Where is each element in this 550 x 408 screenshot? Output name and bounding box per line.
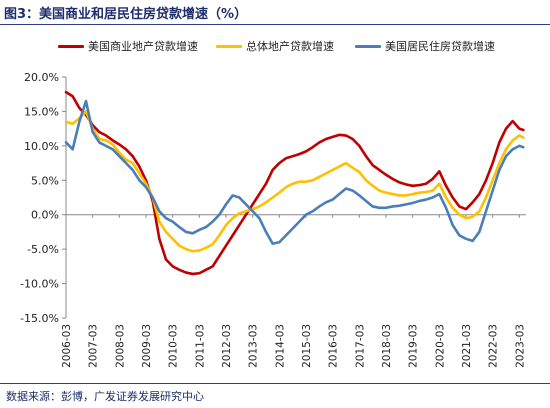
x-tick-label: 2007-03 [88, 324, 100, 368]
legend-swatch-residential [355, 44, 381, 48]
series-line-total [64, 110, 525, 253]
legend-item-commercial: 美国商业地产贷款增速 [58, 38, 198, 54]
source-note: 数据来源：彭博，广发证券发展研究中心 [6, 390, 204, 403]
legend-label-total: 总体地产贷款增速 [246, 40, 334, 53]
y-tick-label: 0.0% [31, 209, 59, 222]
chart-title: 图3：美国商业和居民住房贷款增速（%） [4, 7, 248, 22]
legend-item-total: 总体地产贷款增速 [216, 38, 334, 54]
footer-divider [0, 383, 550, 384]
x-tick-label: 2022-03 [488, 324, 500, 368]
series-line-commercial [64, 90, 525, 276]
chart-plot: -15.0% -10.0% -5.0% 0.0% 5.0% 10.0% 15.0% 20.0%… [20, 71, 526, 368]
x-tick-label: 2011-03 [194, 324, 206, 368]
x-tick-label: 2016-03 [328, 324, 340, 368]
title-bar: 图3：美国商业和居民住房贷款增速（%） [0, 0, 550, 25]
x-tick-label: 2012-03 [221, 324, 233, 368]
series-line-residential [64, 99, 525, 245]
x-tick-label: 2017-03 [354, 324, 366, 368]
x-tick-label: 2023-03 [514, 324, 526, 368]
x-tick-label: 2009-03 [141, 324, 153, 368]
x-tick-label: 2014-03 [274, 324, 286, 368]
legend-swatch-commercial [58, 44, 84, 48]
y-tick-label: -10.0% [20, 278, 59, 291]
x-tick-label: 2006-03 [61, 324, 73, 368]
x-tick-label: 2013-03 [248, 324, 260, 368]
x-tick-label: 2021-03 [461, 324, 473, 368]
x-tick-label: 2018-03 [381, 324, 393, 368]
y-tick-label: -15.0% [20, 312, 59, 325]
x-tick-label: 2015-03 [301, 324, 313, 368]
x-tick-label: 2010-03 [168, 324, 180, 368]
y-tick-label: 15.0% [24, 105, 59, 118]
y-tick-label: 10.0% [24, 140, 59, 153]
y-tick-label: 20.0% [24, 71, 59, 84]
x-tick-label: 2008-03 [114, 324, 126, 368]
legend-label-commercial: 美国商业地产贷款增速 [88, 40, 198, 53]
y-tick-label: 5.0% [31, 174, 59, 187]
x-tick-label: 2020-03 [434, 324, 446, 368]
legend-swatch-total [216, 44, 242, 48]
legend-item-residential: 美国居民住房贷款增速 [355, 38, 495, 54]
x-tick-label: 2019-03 [408, 324, 420, 368]
y-tick-label: -5.0% [27, 243, 59, 256]
legend-label-residential: 美国居民住房贷款增速 [385, 40, 495, 53]
